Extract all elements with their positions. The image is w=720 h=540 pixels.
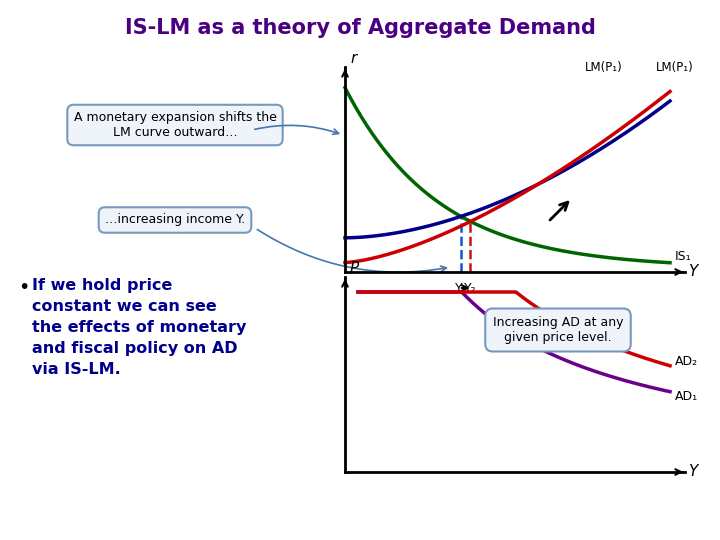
- Text: AD₂: AD₂: [675, 355, 698, 368]
- Text: Y: Y: [688, 265, 698, 280]
- Text: AD₁: AD₁: [675, 390, 698, 403]
- Text: Increasing AD at any
given price level.: Increasing AD at any given price level.: [492, 316, 624, 344]
- Text: If we hold price
constant we can see
the effects of monetary
and fiscal policy o: If we hold price constant we can see the…: [32, 278, 246, 377]
- Text: r: r: [350, 51, 356, 66]
- Text: •: •: [18, 278, 30, 297]
- Text: IS-LM as a theory of Aggregate Demand: IS-LM as a theory of Aggregate Demand: [125, 18, 595, 38]
- Text: IS₁: IS₁: [675, 251, 692, 264]
- Text: Y₁: Y₁: [454, 282, 467, 295]
- Text: …increasing income Y.: …increasing income Y.: [105, 213, 245, 226]
- Text: A monetary expansion shifts the
LM curve outward…: A monetary expansion shifts the LM curve…: [73, 111, 276, 139]
- Text: Y: Y: [688, 464, 698, 480]
- Text: LM(P₁): LM(P₁): [656, 61, 693, 74]
- Text: Y₂: Y₂: [464, 282, 477, 295]
- Text: P: P: [350, 261, 359, 276]
- Text: LM(P₁): LM(P₁): [585, 61, 623, 74]
